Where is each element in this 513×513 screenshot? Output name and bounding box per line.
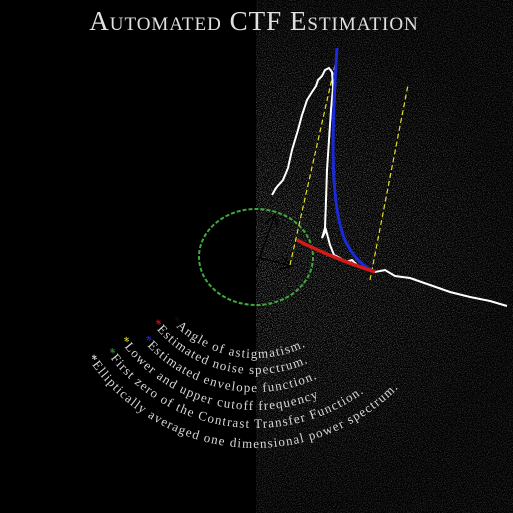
noise-fade bbox=[256, 0, 513, 513]
astigmatism-axis bbox=[245, 215, 275, 298]
lower-cutoff bbox=[289, 64, 336, 266]
noise-spectrum bbox=[296, 238, 376, 274]
envelope-function bbox=[331, 47, 376, 274]
upper-cutoff bbox=[369, 84, 409, 281]
first-zero-ellipse bbox=[198, 208, 314, 306]
power-spectrum bbox=[271, 66, 508, 307]
title: Automated CTF Estimation bbox=[89, 6, 419, 36]
